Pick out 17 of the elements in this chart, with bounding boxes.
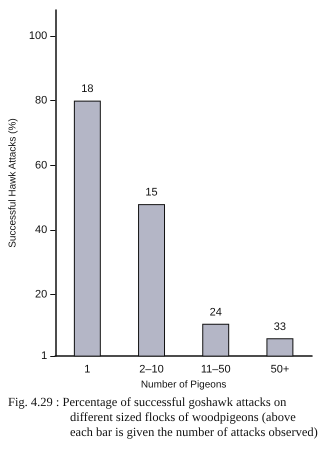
x-tick-label: 11–50 [200, 364, 231, 376]
annotation: 15 [145, 186, 158, 199]
y-tick-label: 1 [41, 350, 48, 362]
y-tick-label: 60 [35, 159, 48, 172]
x-tick-label: 1 [84, 364, 90, 376]
caption: Fig. 4.29 : Percentage of successful goshawk attacks on different sized flocks of woodpigeons (above each bar is given the number of attacks observed) [8, 395, 318, 440]
annotation: 33 [274, 320, 286, 333]
y-axis-title: Successful Hawk Attacks (%) [8, 118, 18, 248]
annotation: 24 [210, 306, 222, 318]
annotation: 18 [81, 83, 94, 96]
y-tick-label: 100 [28, 30, 48, 42]
x-axis-title: Number of Pigeons [140, 380, 226, 390]
y-tick-label: 40 [35, 224, 48, 236]
y-tick-label: 80 [35, 94, 48, 107]
x-tick-label: 50+ [270, 364, 290, 376]
y-tick-label: 20 [35, 288, 48, 301]
x-tick-label: 2–10 [139, 364, 164, 376]
